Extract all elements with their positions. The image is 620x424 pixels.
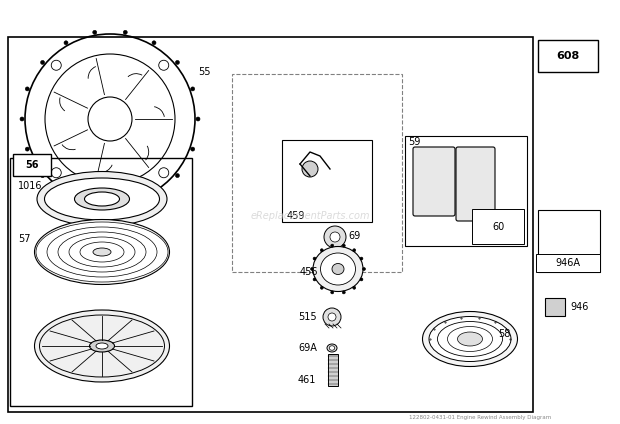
Circle shape [313,278,316,281]
Circle shape [40,173,45,178]
Ellipse shape [429,316,511,362]
Ellipse shape [74,188,130,210]
Circle shape [311,268,314,271]
Circle shape [191,87,195,91]
Circle shape [353,249,356,252]
Circle shape [93,204,97,208]
Circle shape [363,268,366,271]
Ellipse shape [329,346,335,350]
Bar [13,154,51,176]
Ellipse shape [93,248,111,256]
Text: 60: 60 [492,221,504,232]
Text: 459: 459 [287,211,306,221]
Ellipse shape [89,340,115,352]
Bar [585,244,592,262]
Circle shape [51,60,61,70]
Bar [545,298,565,316]
Circle shape [175,61,179,64]
Circle shape [40,61,45,64]
FancyBboxPatch shape [456,147,495,221]
Circle shape [353,286,356,289]
Text: 946A: 946A [556,258,580,268]
Bar [536,254,600,272]
Text: 57: 57 [18,234,30,244]
Text: 58: 58 [498,329,510,339]
Circle shape [342,244,345,247]
Circle shape [123,31,127,34]
Bar [405,136,527,246]
Text: 69: 69 [348,231,360,241]
Circle shape [552,224,568,240]
Ellipse shape [37,171,167,226]
Circle shape [321,249,323,252]
Bar [472,209,524,244]
Circle shape [330,291,334,294]
Text: 59: 59 [408,137,420,147]
Text: 456: 456 [300,267,319,277]
Text: 946: 946 [570,302,588,312]
Text: 56: 56 [25,160,38,170]
Bar [282,140,372,222]
Ellipse shape [313,246,363,292]
Circle shape [568,229,588,249]
Text: 515: 515 [298,312,317,322]
Bar [538,210,600,272]
Bar [538,40,598,72]
Circle shape [191,147,195,151]
Text: 55: 55 [198,67,211,77]
Circle shape [328,313,336,321]
Ellipse shape [36,222,168,282]
Circle shape [152,41,156,45]
Ellipse shape [69,237,135,267]
Circle shape [196,117,200,121]
Circle shape [51,168,61,178]
Circle shape [64,193,68,197]
Text: 1016: 1016 [18,181,43,191]
Circle shape [175,173,179,178]
Circle shape [360,257,363,260]
Bar [10,158,192,406]
Ellipse shape [422,312,518,366]
Circle shape [123,204,127,208]
Circle shape [324,226,346,248]
Ellipse shape [96,343,108,349]
Ellipse shape [84,192,120,206]
Ellipse shape [327,344,337,352]
Bar [232,74,402,272]
Ellipse shape [58,232,146,272]
Text: 69A: 69A [298,343,317,353]
Ellipse shape [80,242,124,262]
Text: eReplacementParts.com: eReplacementParts.com [250,211,370,221]
Ellipse shape [458,332,482,346]
Circle shape [342,291,345,294]
Circle shape [64,41,68,45]
Circle shape [321,286,323,289]
FancyBboxPatch shape [413,147,455,216]
Text: 122802-0431-01 Engine Rewind Assembly Diagram: 122802-0431-01 Engine Rewind Assembly Di… [409,415,551,420]
Ellipse shape [35,220,169,285]
Circle shape [20,117,24,121]
Ellipse shape [45,178,159,220]
Circle shape [93,31,97,34]
Circle shape [25,87,29,91]
Text: 461: 461 [298,375,316,385]
Ellipse shape [35,310,169,382]
Circle shape [152,193,156,197]
Text: 608: 608 [556,51,580,61]
Circle shape [323,308,341,326]
Circle shape [330,244,334,247]
Ellipse shape [332,263,344,274]
Circle shape [159,60,169,70]
Circle shape [360,278,363,281]
Circle shape [159,168,169,178]
Circle shape [330,232,340,242]
Ellipse shape [321,253,355,285]
Bar [8,37,533,412]
Bar [328,354,338,386]
Circle shape [25,147,29,151]
Circle shape [302,161,318,177]
Ellipse shape [47,227,157,277]
Circle shape [313,257,316,260]
